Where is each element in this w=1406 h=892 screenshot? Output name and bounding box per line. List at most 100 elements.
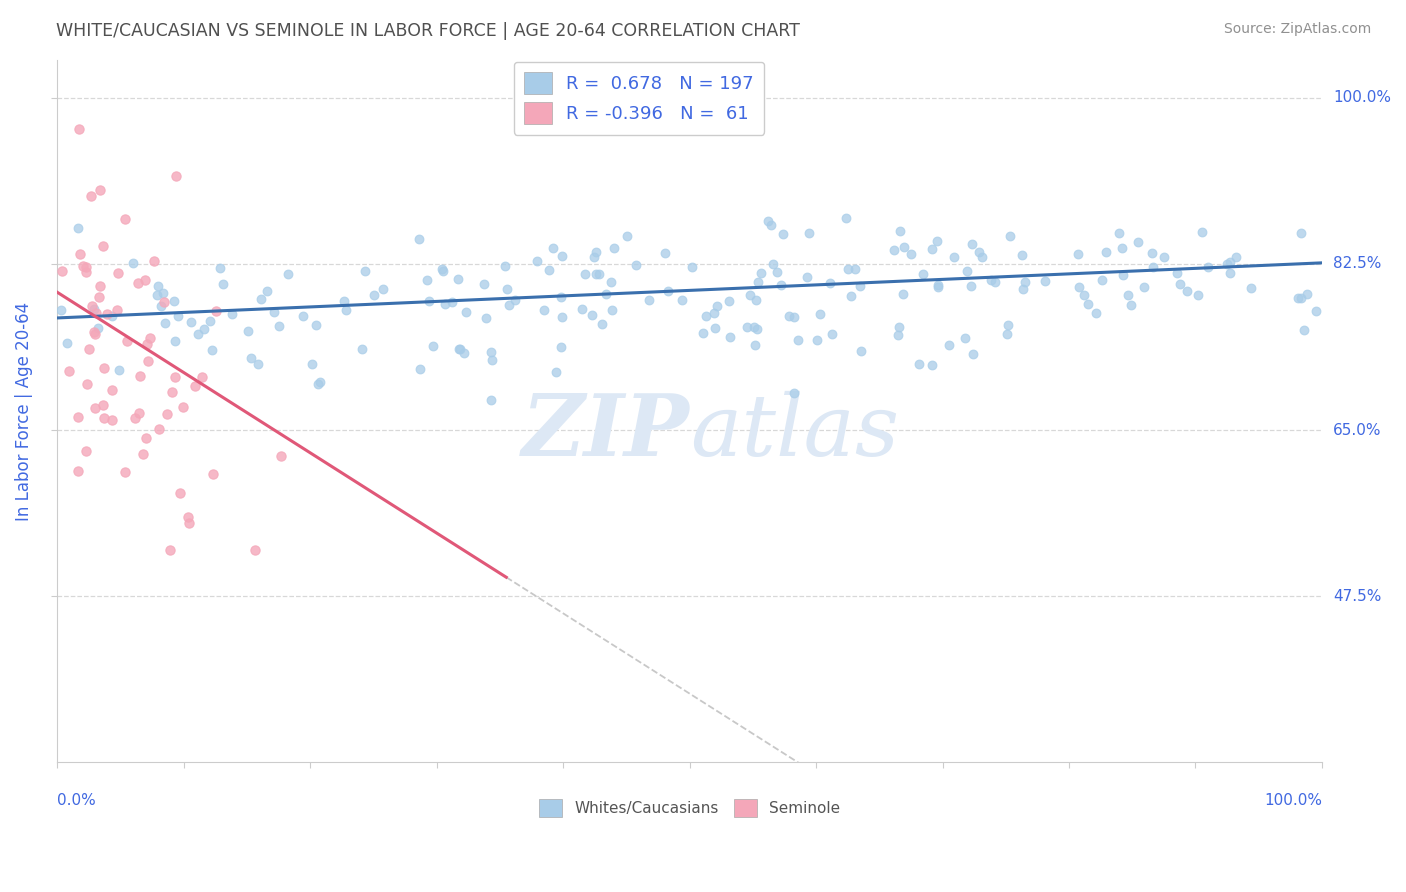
Point xyxy=(408,232,430,246)
Point xyxy=(571,302,593,317)
Point xyxy=(927,279,949,293)
Point xyxy=(76,376,98,391)
Point xyxy=(835,211,858,225)
Point xyxy=(291,309,314,323)
Point xyxy=(89,183,111,197)
Point xyxy=(1175,284,1198,298)
Point xyxy=(574,267,596,281)
Point xyxy=(585,245,607,260)
Point xyxy=(891,286,914,301)
Point xyxy=(533,302,555,317)
Text: 0.0%: 0.0% xyxy=(58,793,96,808)
Point xyxy=(180,315,202,329)
Point xyxy=(883,244,905,258)
Point xyxy=(105,302,128,317)
Point xyxy=(363,287,385,301)
Point xyxy=(1142,260,1164,274)
Point xyxy=(1166,267,1188,281)
Point xyxy=(745,293,768,307)
Text: WHITE/CAUCASIAN VS SEMINOLE IN LABOR FORCE | AGE 20-64 CORRELATION CHART: WHITE/CAUCASIAN VS SEMINOLE IN LABOR FOR… xyxy=(56,22,800,40)
Point xyxy=(1216,257,1239,271)
Point xyxy=(541,241,564,255)
Point xyxy=(692,326,714,340)
Point xyxy=(87,290,110,304)
Point xyxy=(772,227,794,242)
Point xyxy=(107,363,129,377)
Point xyxy=(49,303,72,318)
Point xyxy=(1126,235,1149,249)
Point xyxy=(67,122,90,136)
Point xyxy=(83,326,105,341)
Point xyxy=(638,293,661,307)
Point xyxy=(208,260,231,275)
Point xyxy=(66,464,89,478)
Point xyxy=(778,309,800,323)
Point xyxy=(256,284,278,298)
Point xyxy=(496,282,519,296)
Point xyxy=(416,273,439,287)
Point xyxy=(177,516,200,530)
Legend: Whites/Caucasians, Seminole: Whites/Caucasians, Seminole xyxy=(531,791,848,825)
Point xyxy=(582,250,605,264)
Point xyxy=(309,375,332,389)
Point xyxy=(796,270,818,285)
Point xyxy=(671,293,693,307)
Point xyxy=(544,366,567,380)
Point xyxy=(770,277,793,292)
Point xyxy=(744,338,766,352)
Point xyxy=(984,276,1007,290)
Point xyxy=(960,237,983,252)
Point xyxy=(851,343,873,358)
Point xyxy=(333,293,356,308)
Point xyxy=(107,266,129,280)
Point xyxy=(277,267,299,281)
Point xyxy=(837,261,859,276)
Point xyxy=(756,214,779,228)
Point xyxy=(806,334,828,348)
Point xyxy=(72,259,94,273)
Point xyxy=(139,331,162,345)
Point xyxy=(744,320,766,334)
Point xyxy=(787,333,810,347)
Point xyxy=(128,406,150,420)
Point xyxy=(591,317,613,331)
Point xyxy=(550,290,572,304)
Point xyxy=(114,465,136,479)
Point xyxy=(75,444,97,458)
Point xyxy=(997,318,1019,332)
Point xyxy=(156,407,179,421)
Point xyxy=(479,392,502,407)
Point xyxy=(1296,287,1319,301)
Point xyxy=(1116,287,1139,301)
Point xyxy=(1225,250,1247,264)
Point xyxy=(782,310,804,324)
Point xyxy=(703,306,725,320)
Point xyxy=(956,264,979,278)
Point xyxy=(447,342,470,356)
Point xyxy=(67,410,90,425)
Text: atlas: atlas xyxy=(689,391,898,474)
Point xyxy=(1187,288,1209,302)
Point xyxy=(995,327,1018,342)
Point xyxy=(624,258,647,272)
Point xyxy=(887,327,910,342)
Point xyxy=(238,324,260,338)
Point xyxy=(136,354,159,368)
Point xyxy=(1133,280,1156,294)
Point xyxy=(221,307,243,321)
Point xyxy=(191,370,214,384)
Point xyxy=(247,358,270,372)
Point xyxy=(1305,304,1327,318)
Point xyxy=(526,254,548,268)
Point xyxy=(821,327,844,342)
Point xyxy=(422,339,444,353)
Point xyxy=(250,292,273,306)
Point xyxy=(912,267,935,281)
Point xyxy=(783,386,806,401)
Point xyxy=(449,343,471,357)
Point xyxy=(657,284,679,298)
Point xyxy=(58,364,80,378)
Point xyxy=(498,298,520,312)
Point xyxy=(93,411,115,425)
Point xyxy=(441,295,464,310)
